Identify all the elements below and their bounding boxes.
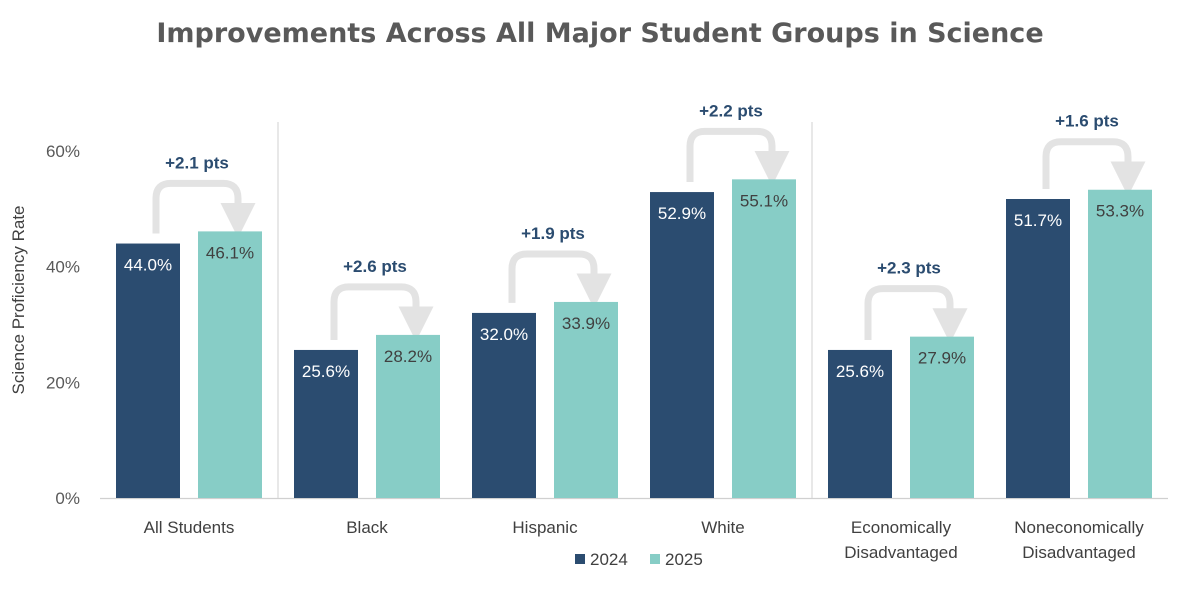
category-label: Disadvantaged bbox=[844, 543, 957, 562]
data-label: 25.6% bbox=[836, 362, 884, 381]
y-axis-label: Science Proficiency Rate bbox=[9, 206, 28, 395]
improvement-arrow bbox=[864, 285, 968, 344]
data-label: 28.2% bbox=[384, 347, 432, 366]
data-label: 55.1% bbox=[740, 191, 788, 210]
improvement-label: +2.6 pts bbox=[343, 257, 407, 276]
improvement-label: +2.1 pts bbox=[165, 153, 229, 172]
bar-2024 bbox=[294, 349, 358, 498]
improvement-label: +1.6 pts bbox=[1055, 112, 1119, 131]
improvement-arrow bbox=[330, 283, 434, 342]
legend-swatch-2025 bbox=[650, 554, 660, 564]
bar-2024 bbox=[1006, 199, 1070, 499]
category-label: Black bbox=[346, 518, 388, 537]
data-label: 32.0% bbox=[480, 325, 528, 344]
improvement-arrow bbox=[1042, 138, 1146, 197]
improvement-label: +2.3 pts bbox=[877, 259, 941, 278]
bar-2024 bbox=[472, 312, 536, 498]
bar-2024 bbox=[650, 192, 714, 499]
y-tick-label: 0% bbox=[55, 489, 80, 508]
category-label: White bbox=[701, 518, 744, 537]
data-label: 27.9% bbox=[918, 349, 966, 368]
bar-2025 bbox=[1088, 189, 1152, 498]
bar-2025 bbox=[198, 231, 262, 498]
category-label: Disadvantaged bbox=[1022, 543, 1135, 562]
chart-title: Improvements Across All Major Student Gr… bbox=[156, 18, 1044, 49]
data-label: 52.9% bbox=[658, 204, 706, 223]
improvement-arrow bbox=[686, 127, 790, 186]
bar-2024 bbox=[828, 349, 892, 498]
improvement-label: +1.9 pts bbox=[521, 224, 585, 243]
category-label: All Students bbox=[144, 518, 235, 537]
data-label: 33.9% bbox=[562, 314, 610, 333]
legend-swatch-2024 bbox=[575, 554, 585, 564]
category-label: Noneconomically bbox=[1014, 518, 1144, 537]
bar-2025 bbox=[376, 334, 440, 498]
bar-2025 bbox=[910, 336, 974, 498]
data-label: 46.1% bbox=[206, 243, 254, 262]
data-label: 51.7% bbox=[1014, 211, 1062, 230]
data-label: 44.0% bbox=[124, 256, 172, 275]
y-tick-label: 40% bbox=[46, 258, 80, 277]
data-label: 53.3% bbox=[1096, 202, 1144, 221]
y-tick-label: 20% bbox=[46, 373, 80, 392]
legend-label: 2024 bbox=[590, 550, 628, 569]
category-label: Hispanic bbox=[512, 518, 578, 537]
category-label: Economically bbox=[851, 518, 952, 537]
y-tick-label: 60% bbox=[46, 142, 80, 161]
data-label: 25.6% bbox=[302, 362, 350, 381]
bar-2025 bbox=[554, 301, 618, 498]
legend-label: 2025 bbox=[665, 550, 703, 569]
improvement-arrow bbox=[152, 179, 256, 238]
bar-2025 bbox=[732, 179, 796, 499]
bar-2024 bbox=[116, 243, 180, 498]
improvement-arrow bbox=[508, 250, 612, 309]
improvement-label: +2.2 pts bbox=[699, 101, 763, 120]
